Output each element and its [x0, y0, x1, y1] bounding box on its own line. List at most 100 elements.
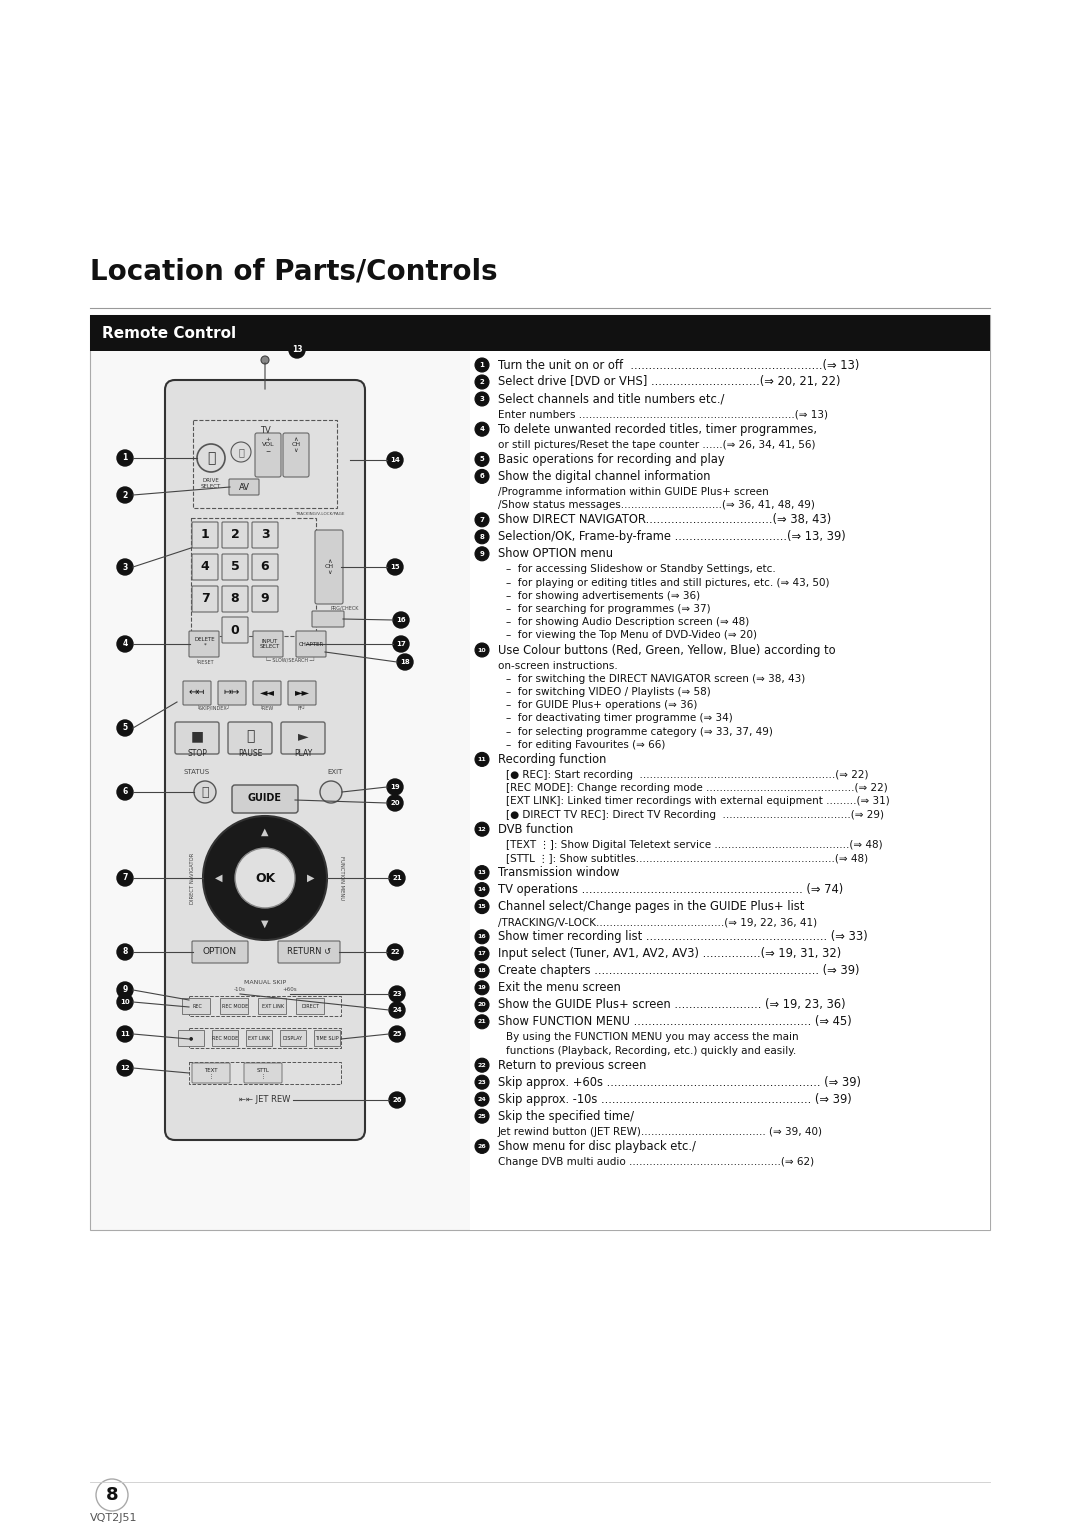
Text: 18: 18	[477, 969, 486, 973]
Text: 6: 6	[480, 474, 484, 480]
Circle shape	[475, 374, 489, 390]
Circle shape	[389, 869, 405, 886]
Text: Exit the menu screen: Exit the menu screen	[498, 981, 621, 995]
Text: ∧
CH
∨: ∧ CH ∨	[324, 559, 334, 576]
Text: ▼: ▼	[261, 918, 269, 929]
Text: GUIDE: GUIDE	[248, 793, 282, 804]
FancyBboxPatch shape	[314, 1030, 340, 1047]
Text: –  for showing Audio Description screen (⇒ 48): – for showing Audio Description screen (…	[507, 617, 750, 626]
FancyBboxPatch shape	[192, 587, 218, 613]
Text: 12: 12	[477, 827, 486, 831]
FancyBboxPatch shape	[222, 587, 248, 613]
Text: EXT LINK: EXT LINK	[248, 1036, 270, 1041]
Circle shape	[117, 1025, 133, 1042]
Circle shape	[475, 883, 489, 897]
FancyBboxPatch shape	[253, 681, 281, 704]
Text: STATUS: STATUS	[184, 769, 211, 775]
Text: STTL
⋮: STTL ⋮	[257, 1068, 269, 1079]
Text: 5: 5	[231, 561, 240, 573]
Circle shape	[235, 848, 295, 908]
Circle shape	[475, 865, 489, 880]
Bar	[470, 351, 990, 1230]
FancyBboxPatch shape	[296, 998, 324, 1015]
Text: FUNCTION MENU: FUNCTION MENU	[338, 856, 343, 900]
Text: └RESET: └RESET	[195, 660, 214, 665]
Text: By using the FUNCTION MENU you may access the main: By using the FUNCTION MENU you may acces…	[507, 1033, 798, 1042]
Circle shape	[387, 944, 403, 960]
FancyBboxPatch shape	[222, 617, 248, 643]
Text: –  for showing advertisements (⇒ 36): – for showing advertisements (⇒ 36)	[507, 591, 700, 601]
Text: 14: 14	[390, 457, 400, 463]
Circle shape	[475, 998, 489, 1012]
Circle shape	[475, 1109, 489, 1123]
Text: 6: 6	[260, 561, 269, 573]
Circle shape	[389, 986, 405, 1002]
FancyBboxPatch shape	[315, 530, 343, 604]
FancyBboxPatch shape	[183, 998, 210, 1015]
Text: VQT2J51: VQT2J51	[90, 1513, 137, 1523]
FancyBboxPatch shape	[296, 631, 326, 657]
Text: 2: 2	[122, 490, 127, 500]
Text: MANUAL SKIP: MANUAL SKIP	[244, 979, 286, 986]
Text: Channel select/Change pages in the GUIDE Plus+ list: Channel select/Change pages in the GUIDE…	[498, 900, 805, 914]
Circle shape	[475, 469, 489, 483]
Text: or still pictures/Reset the tape counter ......(⇒ 26, 34, 41, 56): or still pictures/Reset the tape counter…	[498, 440, 815, 449]
Text: 26: 26	[477, 1144, 486, 1149]
Text: 8: 8	[480, 533, 485, 539]
Text: –  for viewing the Top Menu of DVD-Video (⇒ 20): – for viewing the Top Menu of DVD-Video …	[507, 631, 757, 640]
Text: 9: 9	[480, 550, 485, 556]
Text: REC MODE: REC MODE	[221, 1004, 248, 1008]
FancyBboxPatch shape	[252, 555, 278, 581]
Text: 15: 15	[477, 905, 486, 909]
Text: 24: 24	[392, 1007, 402, 1013]
Text: 16: 16	[477, 934, 486, 940]
Text: –  for playing or editing titles and still pictures, etc. (⇒ 43, 50): – for playing or editing titles and stil…	[507, 578, 829, 587]
Text: Remote Control: Remote Control	[102, 325, 237, 341]
Text: [● REC]: Start recording  ......................................................: [● REC]: Start recording ...............…	[507, 770, 868, 779]
Text: Return to previous screen: Return to previous screen	[498, 1059, 646, 1071]
Circle shape	[475, 1093, 489, 1106]
Text: Select channels and title numbers etc./: Select channels and title numbers etc./	[498, 393, 725, 405]
Circle shape	[475, 513, 489, 527]
Circle shape	[475, 452, 489, 466]
Text: Location of Parts/Controls: Location of Parts/Controls	[90, 257, 498, 286]
Text: ∧
CH
∨: ∧ CH ∨	[292, 437, 300, 454]
FancyBboxPatch shape	[183, 681, 211, 704]
Text: 17: 17	[477, 952, 486, 957]
Text: Create chapters .............................................................. (: Create chapters ........................…	[498, 964, 860, 978]
Text: 17: 17	[396, 642, 406, 646]
Text: [EXT LINK]: Linked timer recordings with external equipment .........(⇒ 31): [EXT LINK]: Linked timer recordings with…	[507, 796, 890, 807]
Circle shape	[393, 636, 409, 652]
Text: Skip the specified time/: Skip the specified time/	[498, 1109, 634, 1123]
Text: 9: 9	[260, 593, 269, 605]
Bar	[189, 1028, 341, 1048]
Text: 16: 16	[396, 617, 406, 623]
Text: └─ SLOW/SEARCH ─┘: └─ SLOW/SEARCH ─┘	[265, 659, 315, 663]
Text: FF┘: FF┘	[298, 706, 307, 711]
Text: 7: 7	[480, 516, 485, 523]
Text: +60s: +60s	[283, 987, 297, 992]
Circle shape	[387, 779, 403, 795]
Text: 2: 2	[480, 379, 484, 385]
Circle shape	[289, 342, 305, 358]
FancyBboxPatch shape	[192, 941, 248, 963]
Text: REC: REC	[192, 1004, 202, 1008]
Circle shape	[475, 422, 489, 435]
Text: 19: 19	[390, 784, 400, 790]
Text: OK: OK	[255, 871, 275, 885]
Text: EXIT: EXIT	[327, 769, 342, 775]
Text: ⓘ: ⓘ	[201, 785, 208, 799]
Circle shape	[475, 947, 489, 961]
Text: ▲: ▲	[261, 827, 269, 837]
Text: 11: 11	[477, 756, 486, 762]
FancyBboxPatch shape	[228, 723, 272, 753]
FancyBboxPatch shape	[280, 1030, 306, 1047]
Text: ■: ■	[190, 729, 203, 743]
Circle shape	[387, 452, 403, 468]
Text: /Show status messages..............................(⇒ 36, 41, 48, 49): /Show status messages...................…	[498, 500, 815, 510]
Circle shape	[117, 983, 133, 998]
FancyBboxPatch shape	[252, 587, 278, 613]
Text: 24: 24	[477, 1097, 486, 1102]
FancyBboxPatch shape	[312, 611, 345, 626]
Text: 12: 12	[120, 1065, 130, 1071]
